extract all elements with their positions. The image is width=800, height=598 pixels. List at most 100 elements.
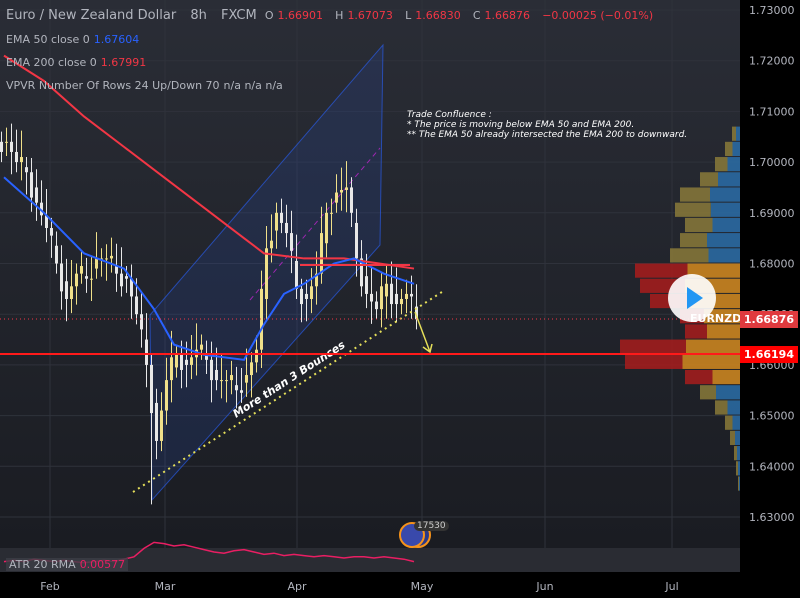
candle-body: [210, 359, 213, 381]
candle-body: [80, 266, 83, 274]
x-tick-label: May: [411, 580, 434, 593]
candle-body: [190, 357, 193, 365]
candle-body: [0, 141, 3, 152]
vp-row-up: [737, 446, 740, 461]
candle-body: [205, 354, 208, 360]
x-tick-label: Apr: [287, 580, 307, 593]
trendline[interactable]: [132, 289, 446, 493]
vpvr-legend[interactable]: VPVR Number Of Rows 24 Up/Down 70 n/a n/a…: [6, 79, 287, 92]
candle-body: [135, 296, 138, 315]
y-tick-label: 1.71000: [749, 105, 795, 118]
vp-row-down: [736, 461, 738, 476]
symbol-name: Euro / New Zealand Dollar: [6, 8, 177, 23]
candle-body: [305, 293, 308, 299]
x-tick-label: Jul: [664, 580, 678, 593]
candle-body: [290, 233, 293, 251]
candle-body: [310, 286, 313, 299]
vp-row-up: [682, 354, 740, 369]
candle-body: [335, 192, 338, 203]
candle-body: [180, 354, 183, 370]
vp-row-down: [685, 217, 713, 233]
y-tick-label: 1.65000: [749, 410, 795, 423]
vp-row-up: [707, 324, 740, 339]
candle-body: [145, 339, 148, 365]
candle-body: [120, 273, 123, 287]
candle-body: [230, 375, 233, 381]
vp-row-down: [725, 141, 733, 157]
candle-body: [155, 402, 158, 441]
candle-body: [235, 385, 238, 391]
time-axis[interactable]: [0, 572, 740, 598]
candle-body: [405, 293, 408, 299]
low-label: L: [405, 9, 412, 22]
price-axis[interactable]: [740, 0, 800, 598]
events-badge[interactable]: 17530: [397, 521, 449, 548]
candle-body: [385, 283, 388, 297]
candle-body: [10, 141, 13, 152]
vp-row-up: [712, 369, 740, 385]
atr-value: 0.00577: [79, 558, 126, 571]
vp-row-up: [708, 248, 740, 263]
candle-body: [245, 375, 248, 383]
candle-body: [390, 283, 393, 305]
candle-body: [415, 306, 418, 320]
vp-row-up: [712, 217, 740, 233]
vp-row-up: [732, 141, 740, 157]
note-line-1: * The price is moving below EMA 50 and E…: [407, 120, 635, 130]
symbol-tag: EURNZD: [690, 312, 742, 325]
vpvr-label: VPVR Number Of Rows 24 Up/Down 70: [6, 79, 220, 92]
candle-body: [160, 410, 163, 441]
candle-body: [65, 281, 68, 299]
candle-body: [360, 258, 363, 287]
candle-body: [320, 233, 323, 274]
atr-legend[interactable]: ATR 20 RMA 0.00577: [6, 558, 129, 571]
ema200-value: 1.67991: [100, 56, 147, 69]
ema50-value: 1.67604: [93, 33, 140, 46]
candle-body: [150, 364, 153, 414]
candle-body: [340, 189, 343, 193]
candle-body: [55, 245, 58, 264]
ema50-legend[interactable]: EMA 50 close 0 1.67604: [6, 33, 143, 46]
last-price-tag: 1.66876: [739, 311, 798, 328]
main-pane: [0, 0, 740, 548]
vp-row-down: [700, 385, 716, 400]
x-tick-label: Mar: [155, 580, 176, 593]
vp-row-down: [715, 400, 728, 415]
exchange: FXCM: [220, 8, 257, 23]
x-tick-label: Jun: [535, 580, 553, 593]
vp-row-down: [680, 187, 710, 202]
interval: 8h: [190, 8, 207, 23]
candle-body: [345, 187, 348, 190]
vp-row-up: [710, 202, 740, 217]
trade-confluence-note[interactable]: Trade Confluence : * The price is moving…: [407, 110, 687, 140]
low-value: 1.66830: [415, 9, 461, 22]
candle-body: [170, 357, 173, 381]
vp-row-down: [738, 476, 739, 491]
vp-row-up: [727, 400, 740, 415]
candle-body: [260, 288, 263, 350]
vp-row-up: [732, 415, 740, 430]
ema50-label: EMA 50 close 0: [6, 33, 90, 46]
vp-row-up: [738, 461, 740, 476]
open-label: O: [264, 9, 274, 22]
candle-body: [295, 260, 298, 289]
high-label: H: [335, 9, 344, 22]
symbol-legend[interactable]: Euro / New Zealand Dollar 8h FXCM O 1.669…: [6, 8, 657, 23]
play-button[interactable]: [668, 274, 716, 322]
x-tick-label: Feb: [40, 580, 59, 593]
y-tick-label: 1.64000: [749, 460, 795, 473]
candle-body: [325, 212, 328, 244]
candle-body: [100, 258, 103, 260]
candle-body: [105, 258, 108, 260]
candle-body: [90, 278, 93, 280]
note-line-2: ** The EMA 50 already intersected the EM…: [407, 130, 688, 140]
candle-body: [355, 222, 358, 259]
arrow-head-icon: [422, 343, 433, 354]
candle-body: [20, 157, 23, 163]
ema200-line: [3, 54, 415, 270]
ema200-legend[interactable]: EMA 200 close 0 1.67991: [6, 56, 150, 69]
close-value: 1.66876: [484, 9, 531, 22]
y-tick-label: 1.70000: [749, 156, 795, 169]
horizontal-level-tag: 1.66194: [739, 346, 798, 363]
